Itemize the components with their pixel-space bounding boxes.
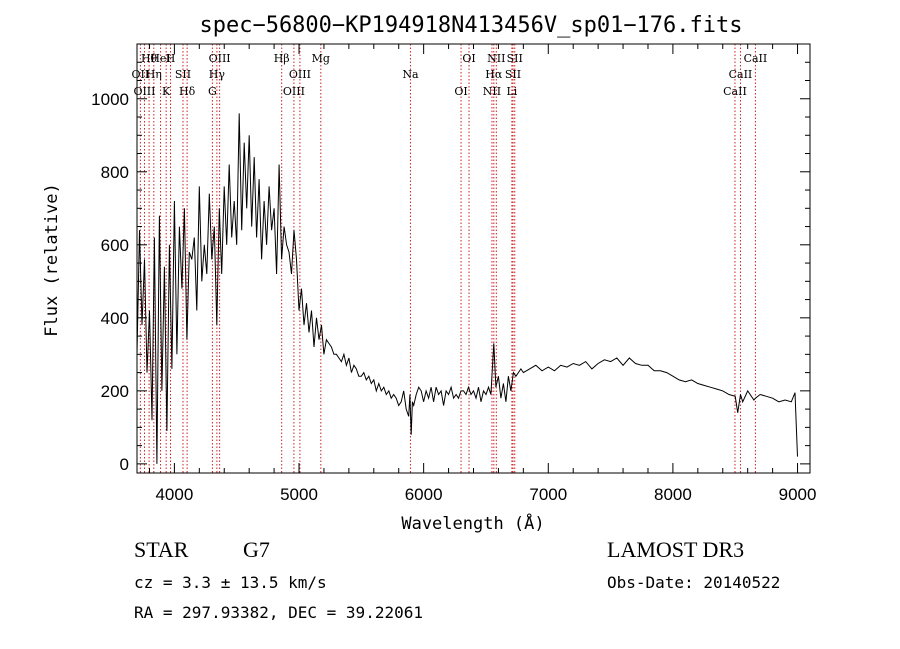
line-label: CaII (723, 85, 747, 98)
line-label: H (166, 52, 176, 65)
plot-frame (136, 43, 811, 474)
line-label: Mg (312, 52, 330, 65)
line-label: NII (487, 52, 505, 65)
chart-title: spec−56800−KP194918N413456V_sp01−176.fit… (199, 13, 742, 38)
line-label: Hδ (179, 85, 196, 98)
line-label: OI (454, 85, 467, 98)
survey-name: LAMOST DR3 (607, 537, 745, 562)
line-label: SII (507, 52, 523, 65)
spectrum-line (136, 113, 798, 464)
x-axis-label: Wavelength (Å) (401, 512, 544, 534)
y-tick-label: 1000 (91, 90, 129, 109)
obs-date: Obs-Date: 20140522 (607, 573, 781, 592)
x-tick-label: 9000 (779, 485, 817, 504)
line-label: Na (402, 68, 419, 81)
y-tick-label: 600 (101, 236, 129, 255)
line-label: CaII (744, 52, 768, 65)
line-label: G (208, 85, 217, 98)
x-tick-label: 8000 (654, 485, 692, 504)
line-label: SII (175, 68, 191, 81)
x-tick-label: 6000 (405, 485, 443, 504)
line-label: Hα (485, 68, 503, 81)
line-label: OIII (283, 85, 305, 98)
line-label: OI (462, 52, 475, 65)
y-tick-label: 800 (101, 163, 129, 182)
x-tick-label: 5000 (280, 485, 318, 504)
x-tick-label: 7000 (529, 485, 567, 504)
line-label: Hθ (141, 52, 158, 65)
line-label: OIII (289, 68, 311, 81)
coordinates: RA = 297.93382, DEC = 39.22061 (134, 603, 423, 622)
line-label: Li (506, 85, 517, 98)
line-label: K (162, 85, 171, 98)
axis-ticks: 4000 5000 6000 7000 8000 9000 0 200 400 600 800 100… (91, 44, 816, 504)
line-label: HeI (150, 52, 170, 65)
y-tick-label: 200 (101, 382, 129, 401)
line-label: Hγ (209, 68, 226, 81)
line-markers (139, 44, 756, 473)
line-label: OII (132, 68, 150, 81)
line-label: SII (505, 68, 521, 81)
redshift-cz: cz = 3.3 ± 13.5 km/s (134, 573, 327, 592)
line-label: Hβ (274, 52, 290, 65)
line-label: OIII (133, 85, 155, 98)
y-tick-label: 400 (101, 309, 129, 328)
y-tick-label: 0 (120, 455, 129, 474)
line-label: OIII (209, 52, 231, 65)
line-label: Hη (146, 68, 162, 81)
line-labels: HθOIIOIIIHeIHηKHSIIHδOIIIHγGHβOIIIOIIIMg… (132, 52, 768, 98)
y-axis-label: Flux (relative) (42, 183, 62, 337)
line-label: NII (483, 85, 501, 98)
x-tick-label: 4000 (155, 485, 193, 504)
object-class: STAR (134, 537, 189, 562)
line-label: CaII (729, 68, 753, 81)
object-subclass: G7 (243, 537, 270, 562)
